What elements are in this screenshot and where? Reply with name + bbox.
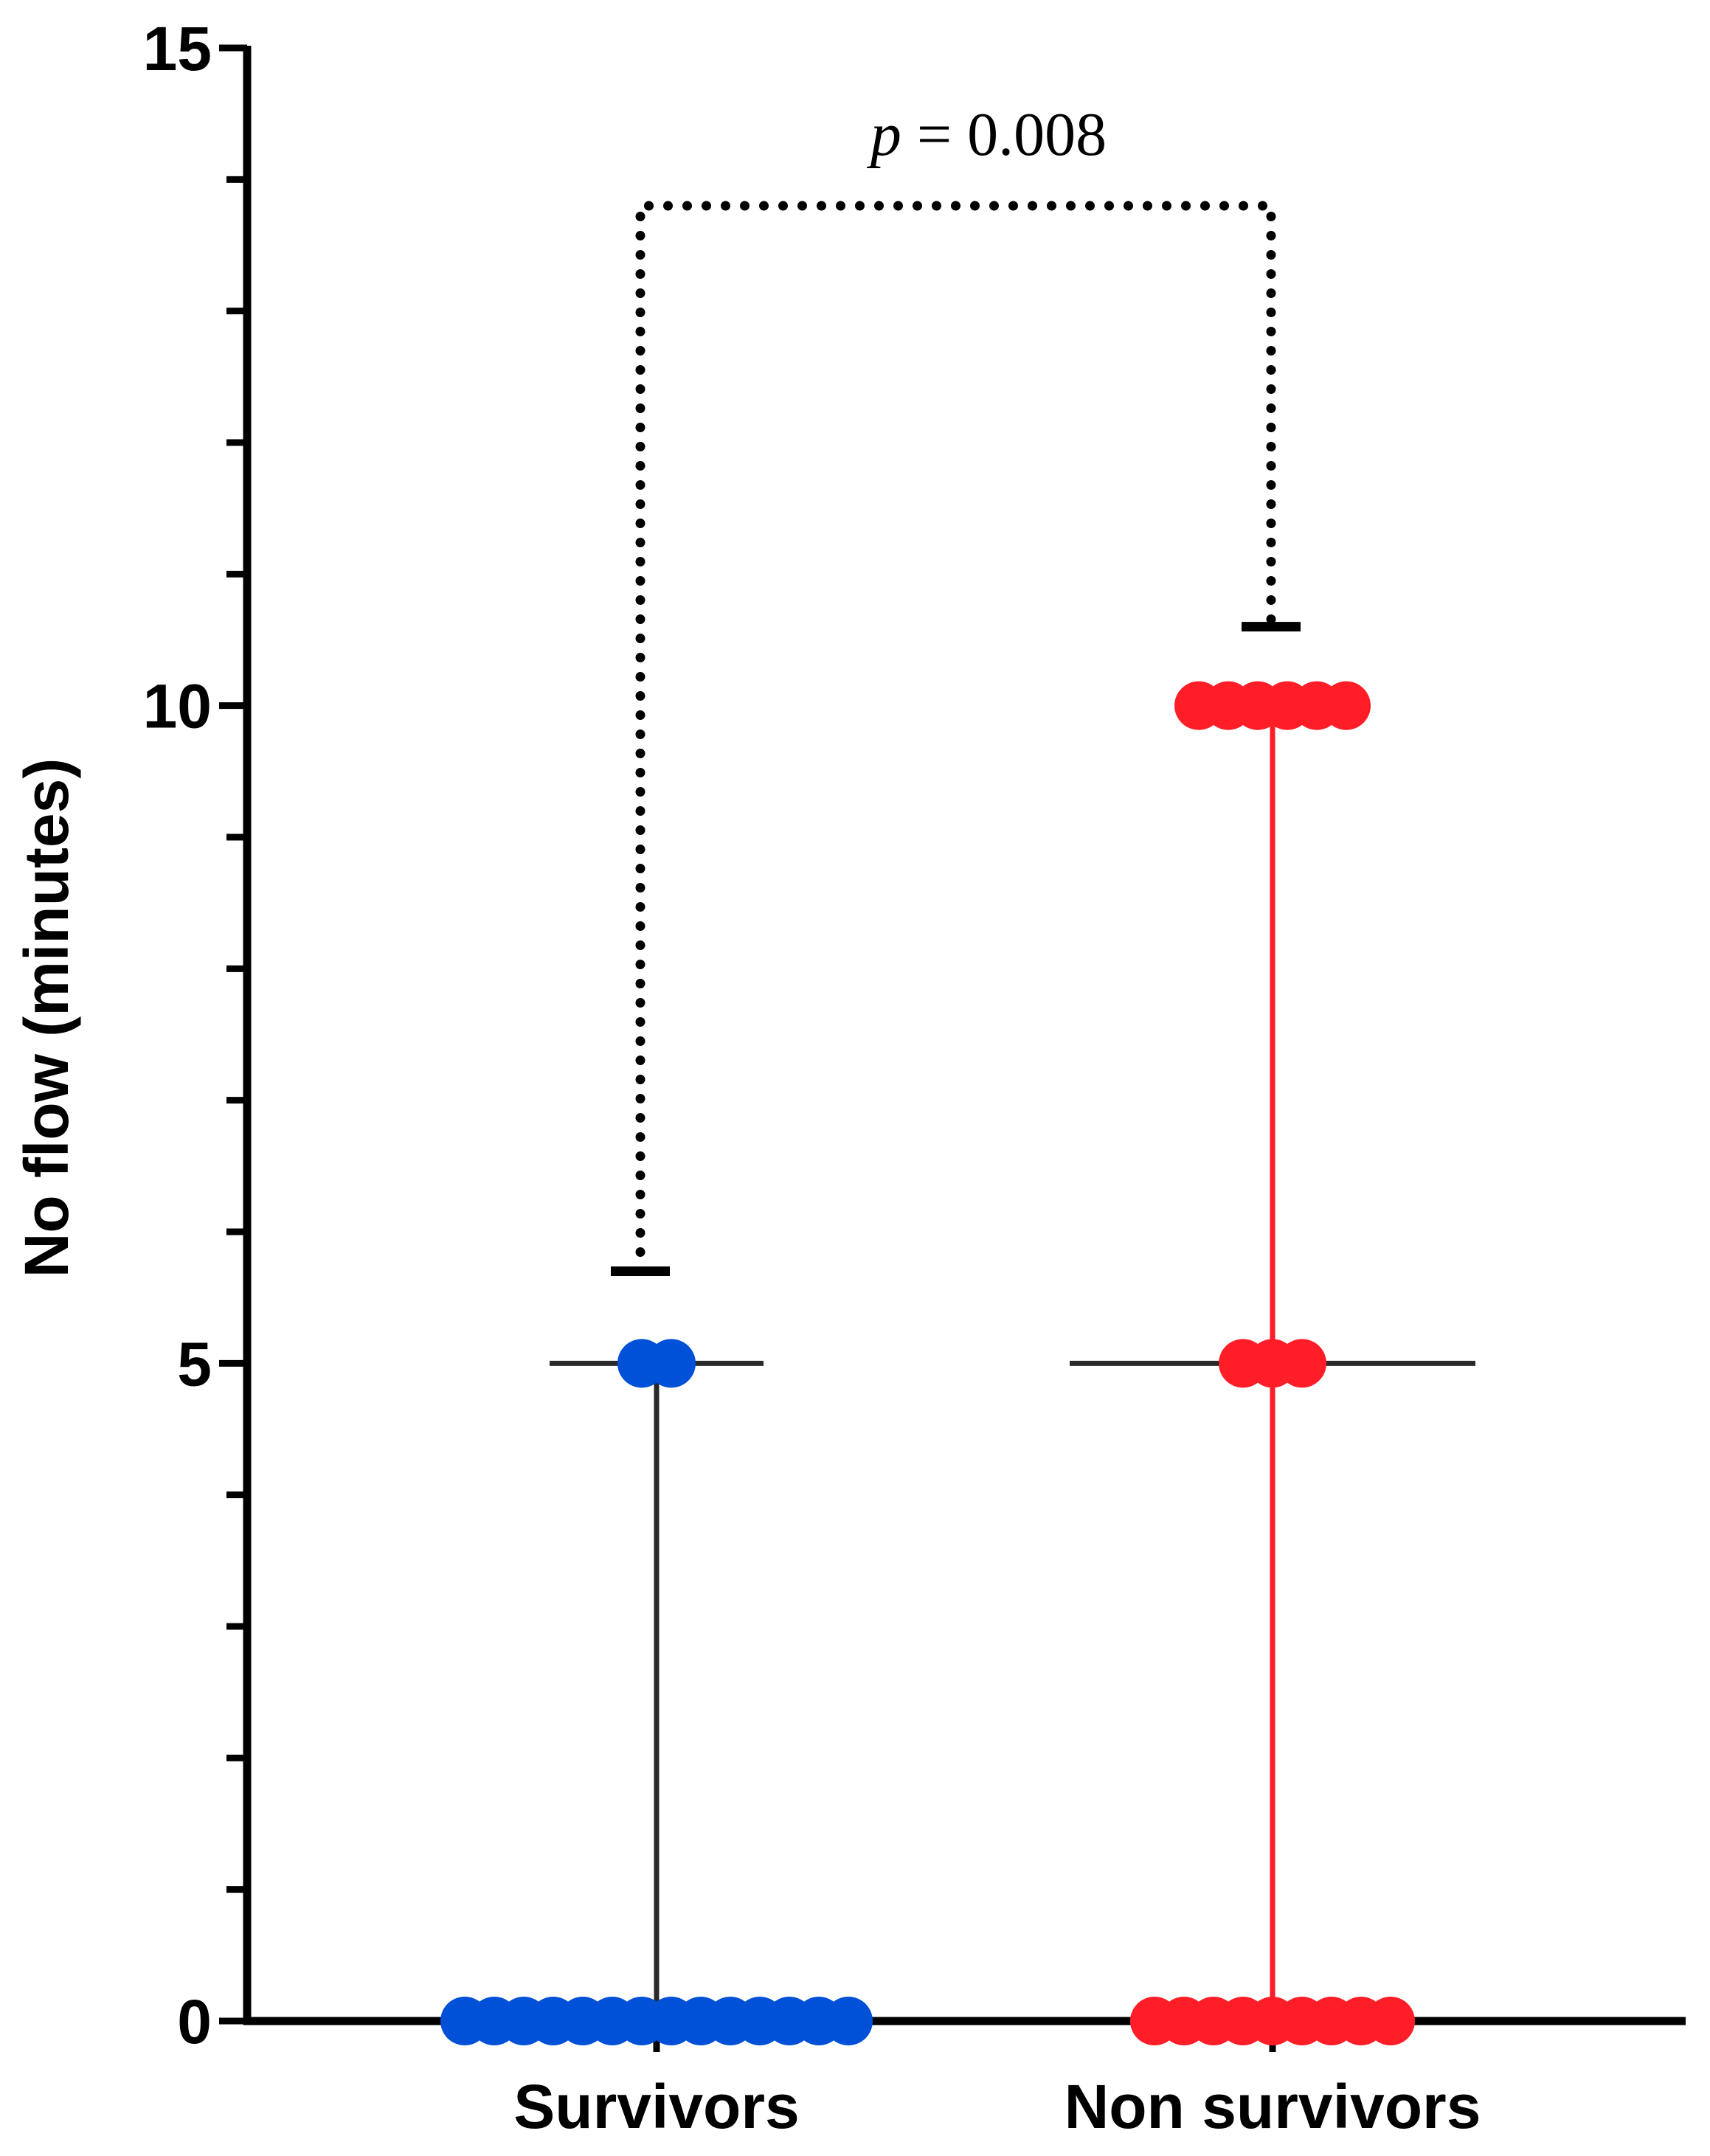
y-axis-label: No flow (minutes) [12, 758, 81, 1278]
y-tick-label: 5 [177, 1329, 212, 1398]
y-tick-label: 0 [177, 1987, 212, 2056]
y-tick-label: 10 [143, 672, 212, 741]
annotation-group [611, 201, 1301, 1276]
p-value-text: = 0.008 [901, 100, 1107, 169]
x-category-label: Survivors [513, 2072, 800, 2141]
data-points-group [440, 681, 1415, 2045]
axes-group [219, 44, 1686, 2052]
significance-bracket [635, 201, 1276, 1276]
data-point [1278, 1339, 1326, 1388]
data-point [824, 1997, 873, 2045]
labels-group: No flow (minutes) p = 0.008 0 5 10 15 Surviv… [12, 14, 1481, 2141]
data-point [647, 1339, 696, 1388]
data-point [1366, 1997, 1415, 2045]
p-symbol: p [867, 100, 901, 169]
x-category-label: Non survivors [1065, 2072, 1481, 2141]
y-tick-label: 15 [143, 14, 212, 83]
p-value-annotation: p = 0.008 [867, 100, 1107, 169]
data-point [1322, 681, 1371, 730]
